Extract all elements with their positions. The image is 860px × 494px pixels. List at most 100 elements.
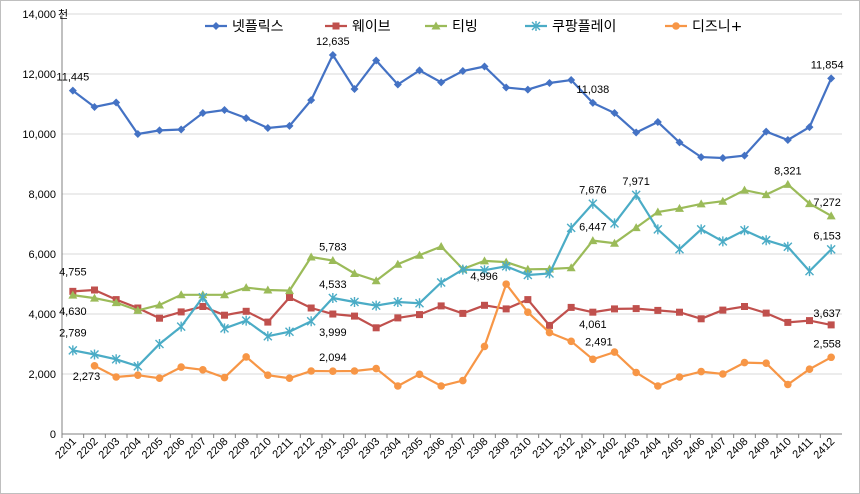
x-tick-label: 2208 — [205, 436, 231, 462]
diamond-marker — [242, 114, 251, 123]
triangle-marker — [588, 236, 598, 245]
star-marker — [805, 266, 814, 277]
circle-marker — [762, 359, 770, 368]
star-marker — [523, 270, 533, 280]
diamond-marker — [372, 56, 381, 65]
legend-label: 디즈니+ — [692, 19, 742, 35]
square-marker — [524, 296, 532, 304]
legend-label: 티빙 — [452, 19, 478, 35]
square-marker — [242, 307, 250, 315]
star-marker — [68, 345, 78, 356]
circle-marker — [524, 308, 532, 317]
square-marker — [416, 311, 423, 319]
data-label: 7,676 — [579, 185, 607, 197]
circle-marker — [307, 367, 315, 375]
triangle-marker — [566, 263, 576, 272]
diamond-marker — [350, 85, 359, 93]
data-label: 7,971 — [622, 176, 650, 188]
triangle-marker — [220, 290, 229, 299]
legend-label: 넷플릭스 — [232, 19, 284, 35]
circle-marker — [415, 370, 424, 379]
star-marker — [393, 297, 403, 307]
x-tick-label: 2302 — [335, 436, 361, 462]
x-tick-label: 2402 — [595, 436, 621, 462]
square-marker — [307, 304, 315, 312]
star-marker — [415, 298, 424, 309]
data-label: 7,272 — [813, 197, 841, 209]
y-tick-label: 8,000 — [28, 189, 56, 201]
star-marker — [718, 236, 728, 247]
square-marker — [654, 306, 662, 314]
star-marker — [826, 244, 836, 255]
data-label: 4,996 — [470, 271, 498, 283]
square-marker — [437, 302, 445, 310]
triangle-marker — [350, 269, 359, 277]
star-marker — [631, 189, 641, 200]
triangle-marker — [431, 21, 441, 30]
x-tick-label: 2407 — [703, 436, 729, 462]
x-tick-label: 2305 — [400, 436, 426, 462]
diamond-marker — [502, 83, 511, 92]
data-label: 4,061 — [579, 319, 607, 331]
square-marker — [806, 317, 813, 325]
square-marker — [459, 309, 467, 317]
diamond-marker — [220, 106, 229, 114]
square-marker — [286, 294, 293, 301]
star-marker — [653, 224, 663, 235]
circle-marker — [112, 373, 120, 381]
circle-marker — [784, 380, 792, 389]
x-tick-label: 2202 — [75, 436, 101, 462]
data-label: 8,321 — [774, 165, 802, 177]
x-tick-label: 2306 — [421, 436, 447, 462]
circle-marker — [177, 363, 185, 371]
square-marker — [394, 314, 402, 322]
circle-marker — [632, 368, 640, 377]
circle-marker — [199, 366, 207, 374]
data-label: 3,999 — [319, 327, 347, 339]
x-tick-label: 2307 — [443, 436, 469, 462]
star-marker — [328, 293, 338, 304]
star-marker — [285, 326, 294, 337]
x-tick-label: 2210 — [248, 436, 274, 462]
circle-marker — [480, 342, 489, 351]
diamond-marker — [112, 98, 121, 107]
series-3 — [68, 179, 836, 314]
circle-marker — [719, 370, 727, 378]
diamond-marker — [805, 123, 814, 132]
legend-label: 쿠팡플레이 — [552, 19, 616, 35]
data-label: 2,558 — [813, 338, 841, 350]
x-tick-label: 2406 — [681, 436, 707, 462]
data-label: 11,445 — [56, 72, 89, 84]
triangle-marker — [90, 293, 99, 302]
circle-marker — [545, 328, 554, 337]
x-tick-label: 2207 — [183, 436, 209, 462]
diamond-marker — [632, 128, 641, 137]
series-line — [72, 52, 833, 160]
square-marker — [741, 303, 748, 310]
square-marker — [827, 321, 835, 329]
x-tick-label: 2301 — [313, 436, 339, 462]
diamond-marker — [545, 79, 554, 87]
x-tick-label: 2409 — [746, 436, 772, 462]
y-tick-label: 4,000 — [28, 309, 56, 321]
series-5 — [90, 280, 835, 390]
triangle-marker — [761, 190, 771, 199]
series-layer — [68, 50, 836, 390]
square-marker — [177, 308, 185, 316]
x-tick-label: 2205 — [140, 436, 166, 462]
diamond-marker — [155, 126, 164, 135]
data-label: 6,447 — [579, 222, 607, 234]
x-tick-label: 2204 — [118, 436, 144, 462]
series-line — [72, 183, 832, 312]
square-marker — [719, 306, 727, 314]
legend-item: 디즈니+ — [665, 19, 742, 35]
circle-marker — [155, 374, 164, 383]
star-marker — [198, 292, 208, 303]
legend-item: 쿠팡플레이 — [525, 19, 616, 35]
diamond-marker — [415, 66, 424, 75]
triangle-marker — [610, 238, 619, 247]
square-marker — [502, 305, 510, 313]
x-tick-label: 2403 — [616, 436, 642, 462]
star-marker — [696, 224, 706, 235]
